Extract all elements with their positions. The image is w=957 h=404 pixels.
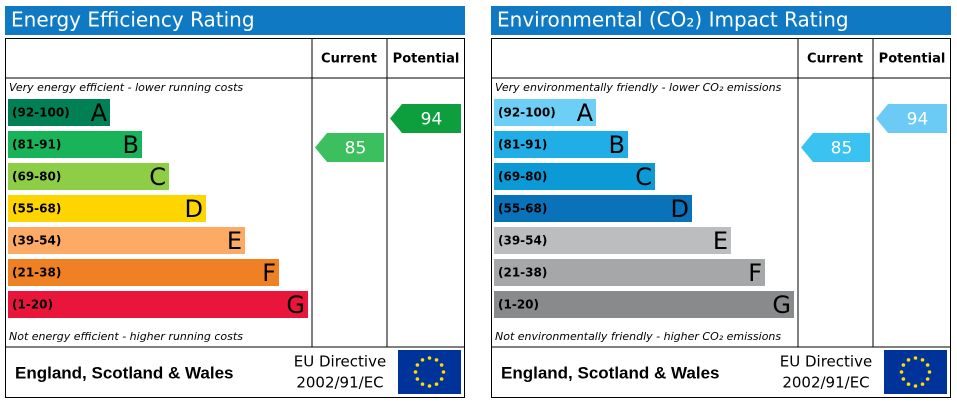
eu-star [415,363,420,367]
potential-arrow [876,104,947,133]
band-range: (21-38) [12,266,61,280]
band-bar [494,131,628,158]
band-letter: A [91,99,108,127]
band-range: (92-100) [498,106,556,120]
top-note: Very energy efficient - lower running co… [9,81,243,94]
eu-star [420,382,425,386]
eu-star [427,384,432,388]
band-letter: D [185,195,203,223]
band-bar [494,163,655,190]
column-header: Current [321,52,377,67]
band-bar [494,195,692,222]
footer-directive: 2002/91/EC [296,374,383,392]
band-bar [494,227,731,254]
band-letter: F [748,259,762,287]
band-letter: E [713,227,728,255]
current-value: 85 [345,139,367,159]
current-arrow [801,133,870,162]
band-range: (92-100) [12,106,70,120]
eu-star [925,363,930,367]
band-range: (39-54) [498,234,547,248]
rating-panel: Energy Efficiency Rating Current Potential… [5,6,465,398]
eu-star [913,356,918,360]
panel-frame [491,38,951,398]
band-bar [8,195,206,222]
eu-star [920,358,925,362]
band-bar [494,259,765,286]
eu-star [901,377,906,381]
band-letter: C [149,163,166,191]
eu-star [441,370,446,374]
rating-panel: Environmental (CO₂) Impact Rating Current… [491,6,951,398]
band-range: (21-38) [498,266,547,280]
band-bar [8,259,279,286]
band-bar [8,131,142,158]
band-letter: D [671,195,689,223]
eu-star [920,382,925,386]
band-range: (55-68) [12,202,61,216]
current-value: 85 [831,139,853,159]
eu-star [434,382,439,386]
band-range: (81-91) [498,138,547,152]
band-range: (81-91) [12,138,61,152]
band-range: (55-68) [498,202,547,216]
eu-star [927,370,932,374]
eu-star [413,370,418,374]
band-bar [494,99,596,126]
column-header: Potential [879,52,946,67]
band-range: (1-20) [12,298,53,312]
top-note: Very environmentally friendly - lower CO… [495,81,782,94]
eu-star [427,356,432,360]
bottom-note: Not environmentally friendly - higher CO… [495,330,781,343]
eu-star [906,358,911,362]
band-bar [8,291,308,318]
band-bar [8,163,169,190]
eu-star [901,363,906,367]
eu-star [925,377,930,381]
band-letter: B [609,131,625,159]
column-header: Potential [393,52,460,67]
footer-directive: EU Directive [294,353,386,371]
eu-star [906,382,911,386]
band-range: (1-20) [498,298,539,312]
band-letter: G [772,291,791,319]
band-bar [8,99,110,126]
column-header: Current [807,52,863,67]
panel-frame [5,38,465,398]
current-arrow [315,133,384,162]
band-range: (69-80) [498,170,547,184]
band-letter: C [635,163,652,191]
band-bar [8,227,245,254]
panel-title: Environmental (CO₂) Impact Rating [497,8,849,32]
eu-star [913,384,918,388]
title-bar [491,6,951,35]
footer-directive: 2002/91/EC [782,374,869,392]
band-range: (39-54) [12,234,61,248]
footer-region: England, Scotland & Wales [15,363,234,382]
eu-star [434,358,439,362]
potential-value: 94 [907,110,929,130]
footer-directive: EU Directive [780,353,872,371]
band-letter: B [123,131,139,159]
band-letter: F [262,259,276,287]
band-letter: G [286,291,305,319]
eu-star [439,363,444,367]
panel-title: Energy Efficiency Rating [11,8,255,32]
eu-star [420,358,425,362]
band-letter: E [227,227,242,255]
potential-value: 94 [421,110,443,130]
band-bar [494,291,794,318]
eu-star [899,370,904,374]
eu-star [415,377,420,381]
band-letter: A [577,99,594,127]
title-bar [5,6,465,35]
band-range: (69-80) [12,170,61,184]
potential-arrow [390,104,461,133]
eu-star [439,377,444,381]
footer-region: England, Scotland & Wales [501,363,720,382]
bottom-note: Not energy efficient - higher running co… [9,330,243,343]
